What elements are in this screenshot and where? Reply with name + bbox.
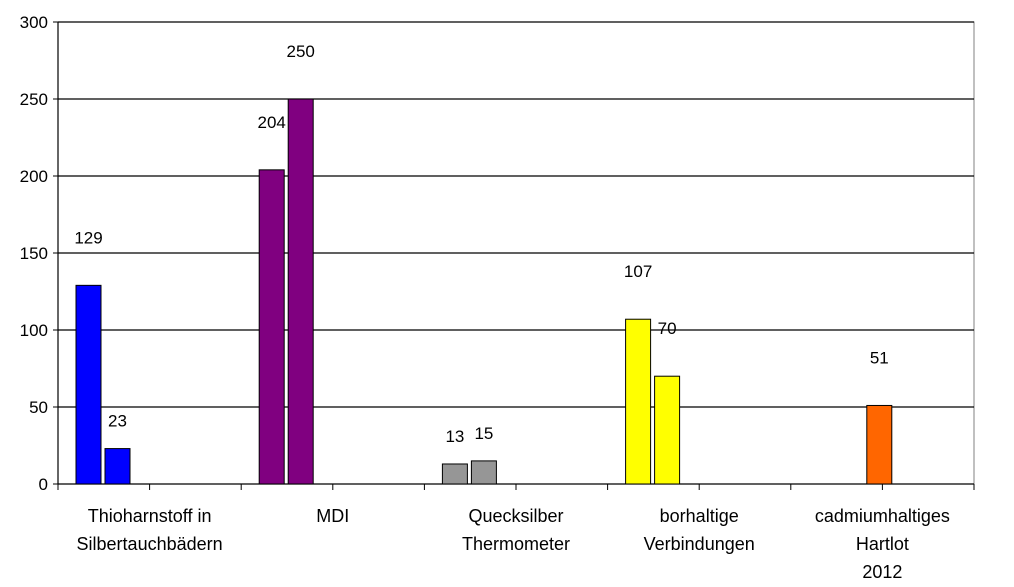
x-category-label-line: Hartlot [856, 534, 909, 554]
data-label: 250 [287, 42, 315, 61]
x-category-label-line: Verbindungen [644, 534, 755, 554]
x-category-label-line: Quecksilber [468, 506, 563, 526]
bar [287, 98, 314, 485]
x-category-label: Quecksilber Thermometer [462, 506, 570, 554]
bar [104, 448, 131, 485]
bar [258, 169, 285, 485]
y-tick-label: 150 [20, 244, 48, 263]
x-category-label: MDI [316, 506, 349, 526]
data-label: 204 [258, 113, 286, 132]
y-tick-label: 200 [20, 167, 48, 186]
data-label: 13 [445, 427, 464, 446]
x-category-label: cadmiumhaltiges Hartlot 2012 [815, 506, 950, 582]
y-tick-label: 300 [20, 13, 48, 32]
x-category-label: borhaltige Verbindungen [644, 506, 755, 554]
bar [866, 404, 893, 485]
y-tick-label: 0 [39, 475, 48, 494]
data-label: 51 [870, 348, 889, 367]
y-tick-label: 100 [20, 321, 48, 340]
y-tick-label: 50 [29, 398, 48, 417]
x-category-label-line: 2012 [862, 562, 902, 582]
bar [654, 375, 681, 485]
data-label: 23 [108, 412, 127, 431]
bar [75, 284, 102, 485]
y-tick-label: 250 [20, 90, 48, 109]
x-category-label-line: Thermometer [462, 534, 570, 554]
x-category-label-line: borhaltige [660, 506, 739, 526]
x-category-label-line: Silbertauchbädern [77, 534, 223, 554]
bar [470, 460, 497, 485]
x-category-label-line: Thioharnstoff in [88, 506, 212, 526]
x-category-label-line: cadmiumhaltiges [815, 506, 950, 526]
data-label: 107 [624, 262, 652, 281]
x-category-label-line: MDI [316, 506, 349, 526]
data-label: 15 [474, 424, 493, 443]
bar [441, 463, 468, 485]
bar [625, 318, 652, 485]
data-label: 129 [74, 228, 102, 247]
data-label: 70 [658, 319, 677, 338]
x-category-label: Thioharnstoff in Silbertauchbädern [77, 506, 223, 554]
